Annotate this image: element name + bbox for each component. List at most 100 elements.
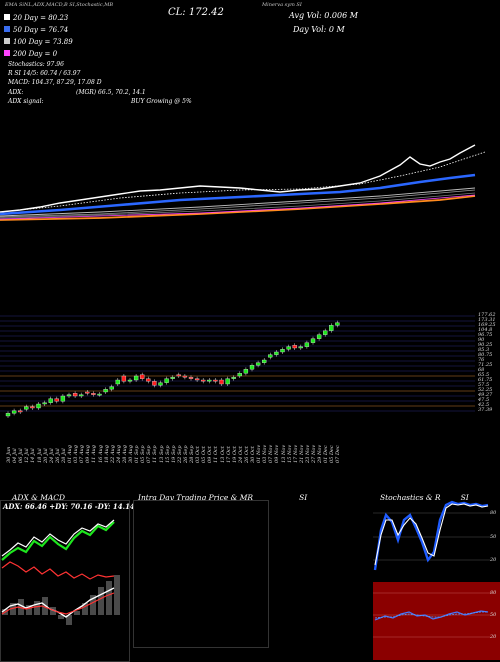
price-level-label: 96.75 <box>478 332 493 338</box>
macd-bar <box>106 581 112 615</box>
ma20-text: 20 Day = 80.23 <box>13 14 69 22</box>
candle <box>249 365 255 370</box>
candle <box>42 402 47 405</box>
macd-bar <box>34 601 40 615</box>
ma50-label: 50 Day = 76.74 <box>4 26 68 34</box>
candle <box>274 351 279 355</box>
price-level-label: 68 <box>478 367 485 373</box>
price-level-label: 85.3 <box>478 347 490 353</box>
stoch-readout: Stochastics: 97.96 <box>8 61 64 68</box>
candle <box>79 394 84 397</box>
rsi-label-80: 80 <box>490 590 497 596</box>
candle <box>60 395 66 402</box>
stoch-label-50: 50 <box>490 534 497 540</box>
ma-chart <box>0 144 486 221</box>
candle <box>237 373 242 377</box>
rsi-label-50: 50 <box>490 612 497 618</box>
macd-bar <box>18 599 24 615</box>
stoch-title-text: Stochastics & R <box>380 493 441 502</box>
candle <box>316 334 322 339</box>
ma50-swatch <box>4 26 10 32</box>
stoch-label-80: 80 <box>490 510 497 516</box>
ma-grey-2 <box>0 189 476 218</box>
adx-minus-di-line <box>1 561 115 580</box>
adx-signal: ADX signal: <box>8 98 44 105</box>
candle <box>213 379 218 382</box>
candle <box>54 398 59 402</box>
price-level-label: 49.27 <box>478 392 493 398</box>
macd-bar <box>50 607 56 615</box>
candle <box>164 378 169 383</box>
macd-bar <box>114 575 120 615</box>
stoch-k-line <box>373 500 489 571</box>
candle <box>298 346 303 349</box>
day-vol: Day Vol: 0 M <box>293 25 345 34</box>
price-level-label: 65.5 <box>478 372 490 378</box>
candle <box>243 369 249 374</box>
rsi-readout: R SI 14/5: 60.74 / 63.97 <box>8 70 81 77</box>
candle <box>85 391 90 394</box>
candle <box>146 378 151 382</box>
candle <box>24 406 29 410</box>
price-level-label: 47.5 <box>478 397 490 403</box>
price-level-label: 37.39 <box>478 407 493 413</box>
macd-bar <box>10 603 16 615</box>
ma20-swatch <box>4 14 10 20</box>
candle <box>292 345 297 349</box>
candle <box>323 330 328 335</box>
macd-bar <box>90 595 96 615</box>
price-level-label: 42.5 <box>478 402 490 408</box>
ma100-label: 100 Day = 73.89 <box>4 38 73 46</box>
candle <box>140 374 145 379</box>
rsi-line <box>374 610 489 621</box>
price-level-label: 80.75 <box>478 352 493 358</box>
candle <box>109 386 114 390</box>
rsi-label-20: 20 <box>490 634 497 640</box>
candle <box>262 359 267 363</box>
candle <box>115 379 120 385</box>
candle <box>207 379 212 382</box>
adx-panel-readout: ADX: 66.46 +DY: 70.16 -DY: 14.14 <box>3 502 135 511</box>
ma-grey-3 <box>0 192 476 219</box>
candle <box>176 374 181 377</box>
macd-readout: MACD: 104.37, 87.29, 17.08 D <box>8 79 102 86</box>
candle <box>194 378 200 381</box>
avg-vol: Avg Vol: 0.006 M <box>289 11 358 20</box>
macd-bar <box>58 615 64 619</box>
rsi-signal-line <box>374 611 488 619</box>
ma200-line <box>0 194 476 220</box>
candle <box>280 349 285 353</box>
macd-bar <box>66 615 72 625</box>
candle <box>335 322 340 326</box>
candle <box>30 406 35 409</box>
intra-panel-title: Intra Day Trading Price & MR SI <box>138 493 307 502</box>
candle <box>127 379 133 382</box>
ma-white-dotted <box>0 151 486 213</box>
price-level-label: 173.31 <box>478 317 496 323</box>
candle <box>91 393 96 395</box>
candle <box>182 375 188 378</box>
candle <box>231 377 236 379</box>
adx-plus-di-line <box>1 521 115 561</box>
stoch-label-20: 20 <box>490 557 497 563</box>
price-level-label: 169.25 <box>478 322 496 328</box>
macd-bar <box>82 603 88 615</box>
ma-orange-line <box>0 195 476 221</box>
candle <box>5 413 11 417</box>
adx-readout: ADX: <box>8 89 24 96</box>
candle <box>329 325 334 331</box>
candle <box>36 403 41 409</box>
candle <box>18 410 23 413</box>
ma50-text: 50 Day = 76.74 <box>13 26 69 34</box>
price-level-label: 177.62 <box>478 312 496 318</box>
candle <box>103 389 108 393</box>
price-level-label: 90.25 <box>478 342 493 348</box>
ema-header: EMA SiNL,ADX,MACD,B SI,Stochastic,MB <box>5 2 114 8</box>
stoch-title-suffix: SI <box>460 493 469 502</box>
price-level-label: 104.8 <box>478 327 493 333</box>
ma50-line <box>0 173 476 216</box>
candle <box>121 375 127 382</box>
ma200-label: 200 Day = 0 <box>4 50 57 58</box>
